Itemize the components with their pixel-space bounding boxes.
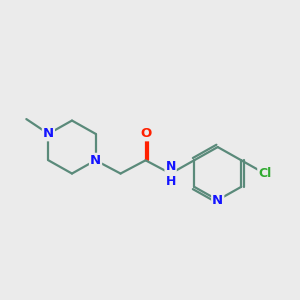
Text: N: N xyxy=(212,194,223,207)
Text: O: O xyxy=(140,127,151,140)
Text: N: N xyxy=(90,154,101,167)
Text: N
H: N H xyxy=(165,160,176,188)
Text: Cl: Cl xyxy=(258,167,272,180)
Text: N: N xyxy=(43,127,54,140)
